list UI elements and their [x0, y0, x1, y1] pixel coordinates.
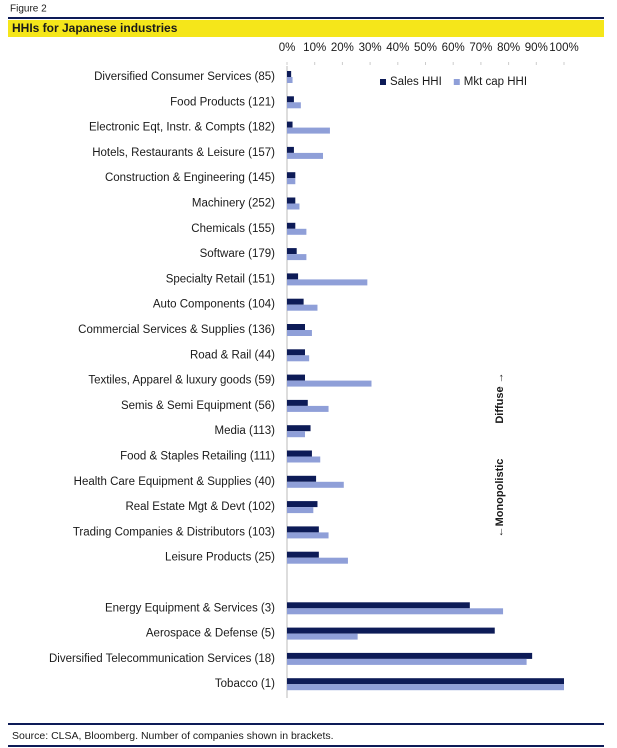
category-label: Aerospace & Defense (5) — [146, 628, 275, 640]
bar — [287, 557, 348, 564]
category-label: Leisure Products (25) — [165, 552, 275, 564]
category-label: Electronic Eqt, Instr. & Compts (182) — [89, 122, 275, 134]
bar — [287, 425, 311, 432]
bar — [287, 222, 296, 229]
bar — [287, 532, 329, 539]
category-label: Diversified Consumer Services (85) — [94, 71, 275, 83]
category-label: Textiles, Apparel & luxury goods (59) — [88, 375, 275, 387]
bar — [287, 526, 319, 533]
bar — [287, 431, 306, 438]
category-label: Trading Companies & Distributors (103) — [73, 526, 275, 538]
bar — [287, 380, 372, 387]
category-label: Health Care Equipment & Supplies (40) — [74, 476, 276, 488]
bar — [287, 456, 321, 463]
bar — [287, 652, 533, 659]
category-label: Auto Components (104) — [153, 299, 275, 311]
legend-label: Mkt cap HHI — [464, 76, 527, 88]
category-label: Commercial Services & Supplies (136) — [78, 324, 275, 336]
bar — [287, 324, 306, 330]
bar — [287, 228, 307, 235]
x-tick-label: 100% — [549, 42, 578, 54]
bar — [287, 330, 312, 336]
x-tick-label: 80% — [497, 42, 520, 54]
bar — [287, 71, 292, 77]
category-label: Diversified Telecommunication Services (… — [49, 653, 275, 665]
bar — [287, 684, 564, 691]
bar — [287, 355, 310, 362]
bar — [287, 608, 504, 615]
category-label: Hotels, Restaurants & Leisure (157) — [92, 147, 275, 159]
bar — [287, 501, 318, 508]
bar — [287, 273, 299, 280]
category-label: Chemicals (155) — [191, 223, 275, 235]
bar — [287, 152, 324, 159]
source-note: Source: CLSA, Bloomberg. Number of compa… — [12, 730, 334, 742]
legend-marker — [380, 79, 386, 85]
title-band — [8, 20, 604, 37]
bar — [287, 197, 296, 204]
bar — [287, 475, 317, 482]
bar — [287, 304, 318, 311]
x-tick-label: 20% — [331, 42, 354, 54]
bar — [287, 349, 306, 356]
bar — [287, 254, 307, 261]
category-label: Road & Rail (44) — [190, 349, 275, 361]
x-tick-label: 50% — [414, 42, 437, 54]
legend-label: Sales HHI — [390, 76, 442, 88]
category-label: Food & Staples Retailing (111) — [120, 451, 275, 463]
bar — [287, 279, 368, 286]
bar — [287, 658, 527, 665]
bar — [287, 203, 300, 210]
annotation: ←Monopolistic — [494, 459, 506, 538]
bar — [287, 102, 301, 109]
bar — [287, 450, 312, 457]
bar — [287, 481, 344, 488]
category-label: Food Products (121) — [170, 96, 275, 108]
bar — [287, 248, 297, 255]
bar — [287, 77, 293, 83]
bar — [287, 602, 470, 609]
category-label: Semis & Semi Equipment (56) — [121, 400, 275, 412]
x-tick-label: 10% — [303, 42, 326, 54]
legend-marker — [453, 79, 460, 85]
bar — [287, 405, 329, 412]
x-tick-label: 0% — [279, 42, 296, 54]
category-label: Construction & Engineering (145) — [105, 172, 275, 184]
category-label: Media (113) — [214, 425, 275, 437]
x-tick-label: 40% — [386, 42, 409, 54]
annotation: Diffuse → — [494, 372, 506, 423]
bar — [287, 146, 294, 153]
bar — [287, 678, 564, 685]
bar — [287, 172, 296, 179]
category-label: Specialty Retail (151) — [166, 273, 275, 285]
x-tick-label: 30% — [359, 42, 382, 54]
bar — [287, 178, 296, 185]
bar — [287, 121, 293, 128]
bar — [287, 399, 308, 406]
x-tick-label: 90% — [525, 42, 548, 54]
chart-title: HHIs for Japanese industries — [12, 21, 178, 35]
figure-label: Figure 2 — [10, 4, 47, 15]
category-label: Tobacco (1) — [215, 678, 275, 690]
bar — [287, 627, 495, 634]
bar — [287, 298, 304, 305]
bar — [287, 374, 306, 381]
x-tick-label: 60% — [442, 42, 465, 54]
x-tick-label: 70% — [469, 42, 492, 54]
bar — [287, 633, 358, 640]
category-label: Machinery (252) — [192, 198, 275, 210]
bar — [287, 127, 330, 134]
category-label: Energy Equipment & Services (3) — [105, 602, 275, 614]
category-label: Software (179) — [200, 248, 276, 260]
bar — [287, 96, 294, 103]
bar — [287, 507, 314, 514]
category-label: Real Estate Mgt & Devt (102) — [125, 501, 275, 513]
bar — [287, 551, 319, 558]
